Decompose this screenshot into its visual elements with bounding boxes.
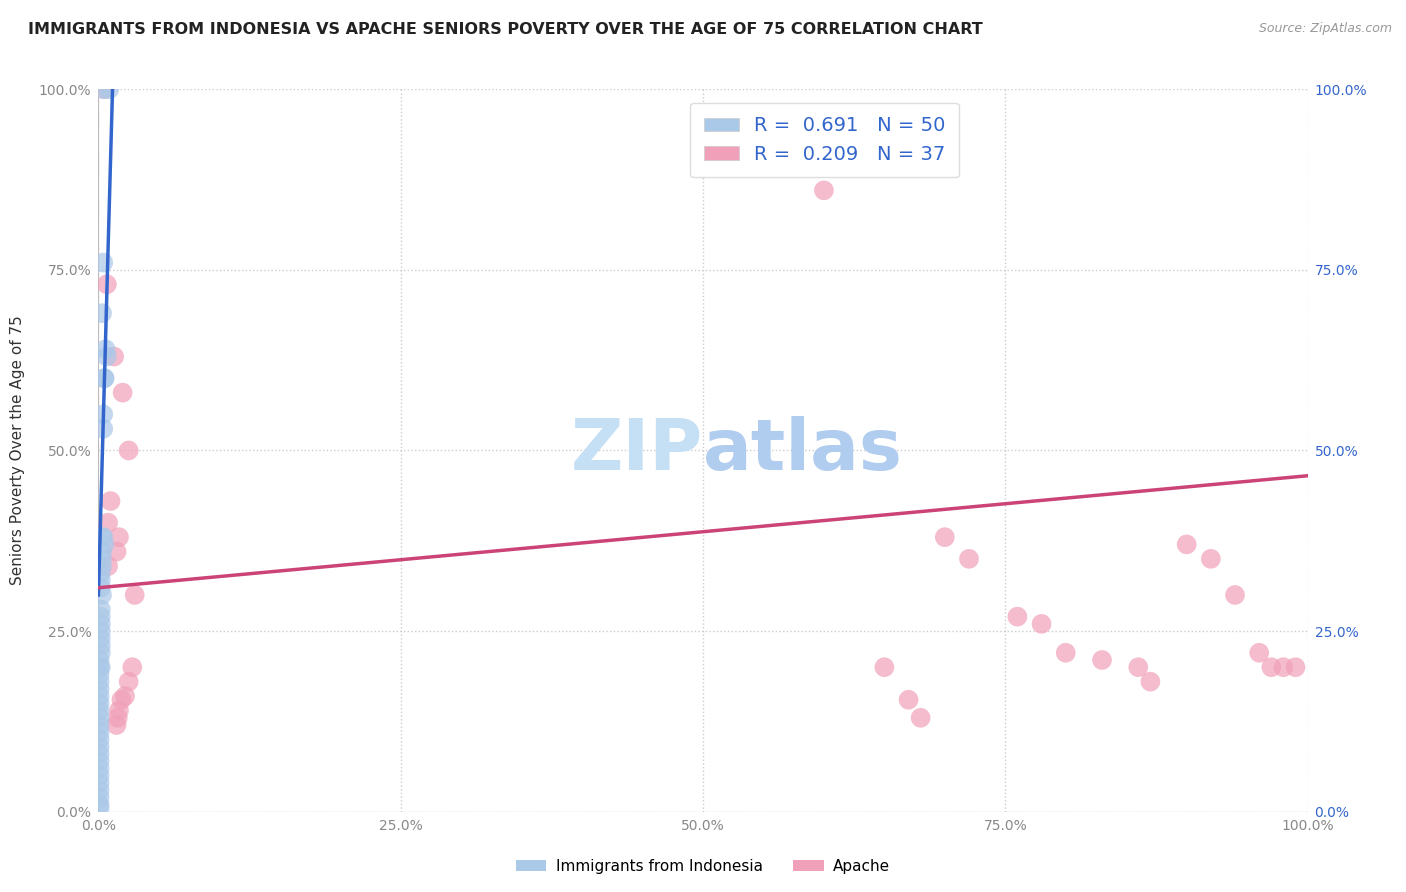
Point: [89, 667, 111, 681]
Point: [91, 306, 114, 320]
Point: [108, 530, 131, 544]
Point: [118, 674, 141, 689]
Point: [89, 732, 111, 747]
Point: [90, 660, 112, 674]
Point: [1223, 588, 1246, 602]
Point: [1091, 653, 1114, 667]
Point: [105, 544, 128, 558]
Point: [89, 704, 111, 718]
Point: [93, 371, 115, 385]
Point: [89, 681, 111, 696]
Point: [89, 790, 111, 805]
Point: [1007, 609, 1029, 624]
Point: [100, 494, 122, 508]
Point: [897, 692, 920, 706]
Point: [89, 725, 111, 739]
Point: [98, 82, 121, 96]
Point: [90, 639, 112, 653]
Point: [89, 776, 111, 790]
Point: [105, 718, 128, 732]
Point: [1249, 646, 1271, 660]
Point: [813, 183, 835, 197]
Point: [910, 711, 932, 725]
Point: [1284, 660, 1306, 674]
Point: [89, 696, 111, 710]
Point: [107, 711, 129, 725]
Point: [1260, 660, 1282, 674]
Point: [89, 739, 111, 754]
Point: [1199, 551, 1222, 566]
Legend: R =  0.691   N = 50, R =  0.209   N = 37: R = 0.691 N = 50, R = 0.209 N = 37: [690, 103, 959, 178]
Point: [89, 783, 111, 797]
Point: [934, 530, 956, 544]
Point: [91, 544, 114, 558]
Point: [90, 609, 112, 624]
Point: [1175, 537, 1198, 551]
Point: [96, 277, 118, 292]
Point: [96, 350, 118, 364]
Point: [89, 761, 111, 775]
Point: [94, 343, 117, 357]
Point: [89, 718, 111, 732]
Point: [91, 82, 114, 96]
Point: [121, 660, 143, 674]
Text: Source: ZipAtlas.com: Source: ZipAtlas.com: [1258, 22, 1392, 36]
Point: [93, 371, 115, 385]
Point: [90, 566, 112, 581]
Point: [1031, 616, 1053, 631]
Point: [89, 660, 111, 674]
Text: ZIP: ZIP: [571, 416, 703, 485]
Point: [91, 530, 114, 544]
Point: [90, 632, 112, 646]
Text: atlas: atlas: [703, 416, 903, 485]
Point: [89, 711, 111, 725]
Point: [93, 537, 115, 551]
Point: [89, 689, 111, 703]
Point: [873, 660, 896, 674]
Point: [1054, 646, 1077, 660]
Point: [91, 407, 114, 421]
Point: [110, 692, 132, 706]
Y-axis label: Seniors Poverty Over the Age of 75: Seniors Poverty Over the Age of 75: [10, 316, 25, 585]
Point: [90, 646, 112, 660]
Point: [91, 530, 114, 544]
Point: [90, 581, 112, 595]
Point: [91, 559, 114, 574]
Point: [111, 385, 134, 400]
Point: [89, 747, 111, 761]
Point: [90, 616, 112, 631]
Point: [90, 602, 112, 616]
Point: [118, 443, 141, 458]
Point: [1139, 674, 1161, 689]
Point: [89, 653, 111, 667]
Point: [1272, 660, 1295, 674]
Point: [89, 769, 111, 783]
Point: [90, 624, 112, 639]
Legend: Immigrants from Indonesia, Apache: Immigrants from Indonesia, Apache: [510, 853, 896, 880]
Text: IMMIGRANTS FROM INDONESIA VS APACHE SENIORS POVERTY OVER THE AGE OF 75 CORRELATI: IMMIGRANTS FROM INDONESIA VS APACHE SENI…: [28, 22, 983, 37]
Point: [91, 588, 114, 602]
Point: [108, 704, 131, 718]
Point: [89, 801, 111, 815]
Point: [1128, 660, 1150, 674]
Point: [114, 689, 136, 703]
Point: [91, 551, 114, 566]
Point: [97, 516, 120, 530]
Point: [124, 588, 146, 602]
Point: [91, 422, 114, 436]
Point: [89, 754, 111, 768]
Point: [103, 350, 125, 364]
Point: [957, 551, 980, 566]
Point: [89, 797, 111, 812]
Point: [89, 674, 111, 689]
Point: [90, 574, 112, 588]
Point: [91, 255, 114, 269]
Point: [97, 559, 120, 574]
Point: [93, 82, 115, 96]
